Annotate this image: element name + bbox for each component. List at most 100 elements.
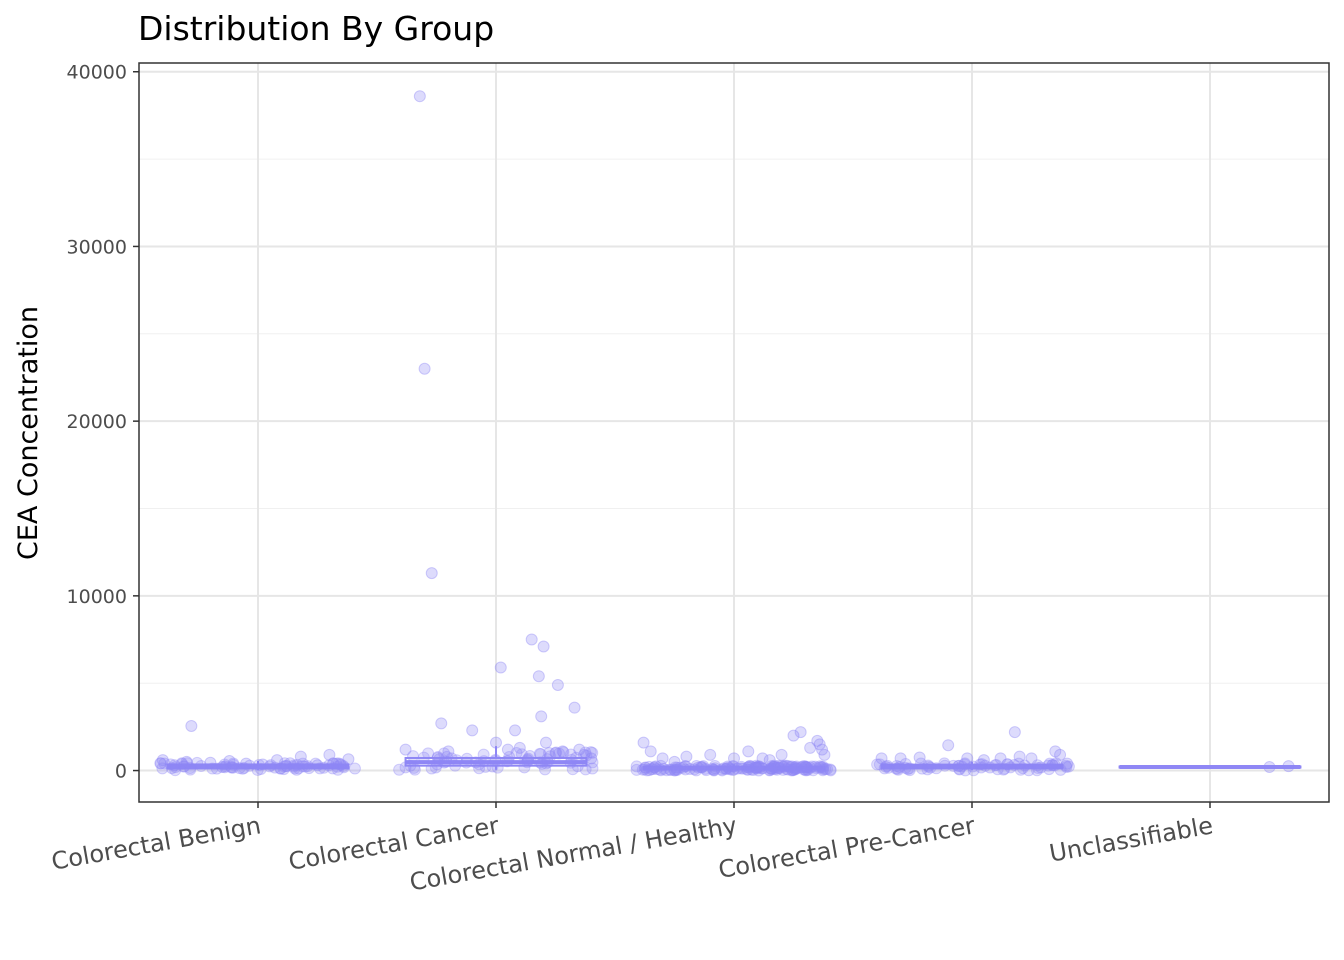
- data-point: [787, 764, 800, 777]
- data-point: [191, 756, 204, 769]
- data-point: [636, 763, 649, 776]
- data-point: [650, 763, 663, 776]
- data-point: [669, 763, 682, 776]
- data-point: [278, 760, 291, 773]
- data-point: [724, 763, 737, 776]
- data-point: [756, 762, 769, 775]
- data-point: [637, 736, 650, 749]
- data-point: [551, 678, 564, 691]
- data-point: [1034, 761, 1047, 774]
- data-point: [875, 752, 888, 765]
- data-point: [466, 724, 479, 737]
- data-point: [309, 757, 322, 770]
- data-point: [977, 754, 990, 767]
- data-point: [301, 760, 314, 773]
- data-point: [630, 760, 643, 773]
- data-point: [767, 762, 780, 775]
- data-point: [720, 762, 733, 775]
- data-point: [337, 761, 350, 774]
- data-point: [742, 745, 755, 758]
- data-point: [494, 661, 507, 674]
- data-point: [975, 761, 988, 774]
- data-point: [584, 746, 597, 759]
- data-point: [768, 759, 781, 772]
- data-point: [751, 761, 764, 774]
- data-point: [158, 757, 171, 770]
- data-point: [442, 745, 455, 758]
- data-point: [752, 760, 765, 773]
- data-point: [801, 763, 814, 776]
- data-point: [921, 763, 934, 776]
- data-point: [184, 763, 197, 776]
- data-point: [799, 760, 812, 773]
- data-point: [690, 759, 703, 772]
- data-point: [195, 759, 208, 772]
- data-point: [1031, 759, 1044, 772]
- data-point: [510, 747, 523, 760]
- data-point: [639, 761, 652, 774]
- data-point: [727, 763, 740, 776]
- data-point: [460, 752, 473, 765]
- data-point: [800, 764, 813, 777]
- data-point: [238, 761, 251, 774]
- data-point: [407, 750, 420, 763]
- data-point: [824, 764, 837, 777]
- data-point: [695, 761, 708, 774]
- data-point: [535, 757, 548, 770]
- data-point: [331, 763, 344, 776]
- data-point: [164, 758, 177, 771]
- data-point: [777, 763, 790, 776]
- data-point: [700, 764, 713, 777]
- data-point: [800, 761, 813, 774]
- data-point: [523, 750, 536, 763]
- data-point: [727, 760, 740, 773]
- data-point: [500, 755, 513, 768]
- data-point: [979, 759, 992, 772]
- data-point: [695, 760, 708, 773]
- data-point: [764, 763, 777, 776]
- data-point: [782, 763, 795, 776]
- data-point: [521, 754, 534, 767]
- data-point: [537, 640, 550, 653]
- data-point: [433, 753, 446, 766]
- data-point: [953, 762, 966, 775]
- data-point: [334, 759, 347, 772]
- data-point: [770, 763, 783, 776]
- data-point: [332, 757, 345, 770]
- data-point: [669, 761, 682, 774]
- data-point: [819, 763, 832, 776]
- data-point: [522, 752, 535, 765]
- data-point: [218, 758, 231, 771]
- data-point: [824, 763, 837, 776]
- data-point: [785, 761, 798, 774]
- data-point: [557, 746, 570, 759]
- data-point: [669, 764, 682, 777]
- data-point: [393, 763, 406, 776]
- data-point: [768, 760, 781, 773]
- data-point: [769, 761, 782, 774]
- data-point: [645, 763, 658, 776]
- data-point: [469, 756, 482, 769]
- data-point: [741, 763, 754, 776]
- data-point: [449, 759, 462, 772]
- data-point: [271, 754, 284, 767]
- data-point: [1049, 745, 1062, 758]
- data-point: [797, 763, 810, 776]
- data-point: [518, 761, 531, 774]
- data-point: [225, 761, 238, 774]
- data-point: [1059, 759, 1072, 772]
- data-point: [797, 760, 810, 773]
- data-point: [726, 763, 739, 776]
- data-point: [490, 736, 502, 749]
- data-point: [873, 758, 886, 771]
- data-point: [767, 760, 780, 773]
- data-point: [579, 746, 592, 759]
- data-point: [450, 754, 463, 767]
- data-point: [778, 759, 791, 772]
- data-point: [818, 748, 831, 761]
- data-point: [679, 760, 692, 773]
- data-point: [745, 760, 758, 773]
- data-point: [742, 761, 755, 774]
- data-point: [942, 739, 955, 752]
- data-point: [657, 762, 670, 775]
